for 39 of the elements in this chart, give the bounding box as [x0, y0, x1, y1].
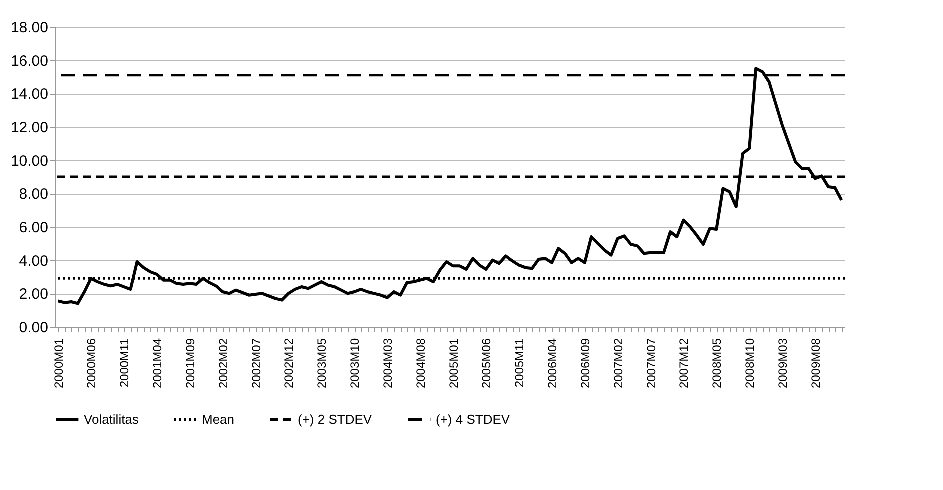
x-tick-label: 2002M07: [249, 338, 264, 389]
y-tick-label: 8.00: [19, 186, 48, 204]
x-tick-label: 2006M09: [578, 338, 592, 389]
y-tick-label: 6.00: [19, 220, 48, 236]
x-tick-label: 2008M10: [743, 338, 758, 389]
x-tick-label: 2004M03: [380, 338, 395, 389]
x-tick-label: 2000M01: [52, 338, 66, 389]
x-tick-label: 2003M10: [348, 338, 362, 389]
legend-label: (+) 2 STDEV: [298, 412, 372, 427]
y-tick-label: 0.00: [19, 320, 48, 336]
x-tick-label: 2005M11: [512, 338, 527, 388]
y-tick-label: 16.00: [10, 52, 48, 70]
x-tick-label: 2002M02: [216, 338, 230, 389]
y-tick-label: 10.00: [10, 152, 48, 170]
x-tick-label: 2002M12: [282, 338, 296, 389]
x-tick-label: 2008M05: [710, 338, 724, 389]
legend-label: Mean: [202, 412, 235, 427]
x-tick-label: 2005M01: [446, 338, 461, 389]
y-tick-label: 12.00: [10, 120, 48, 136]
y-tick-label: 14.00: [10, 86, 48, 104]
y-tick-label: 18.00: [10, 20, 48, 36]
x-tick-label: 2001M04: [150, 338, 165, 389]
x-tick-label: 2009M08: [808, 338, 823, 389]
x-tick-label: 2009M03: [776, 338, 790, 389]
y-tick-label: 4.00: [19, 252, 48, 270]
legend-label: (+) 4 STDEV: [436, 412, 510, 427]
x-tick-label: 2007M07: [644, 338, 658, 389]
x-tick-label: 2007M12: [677, 338, 692, 389]
x-tick-label: 2005M06: [480, 338, 494, 389]
legend-label: Volatilitas: [84, 412, 140, 427]
y-tick-label: 2.00: [19, 286, 48, 304]
x-tick-label: 2007M02: [611, 338, 626, 389]
line-series: [56, 67, 844, 306]
x-tick-label: 2006M04: [546, 338, 560, 389]
x-tick-label: 2001M09: [183, 338, 198, 389]
x-tick-label: 2000M06: [84, 338, 99, 389]
x-tick-label: 2000M11: [118, 338, 132, 388]
x-tick-label: 2004M08: [414, 338, 428, 389]
x-tick-label: 2003M05: [315, 338, 330, 389]
